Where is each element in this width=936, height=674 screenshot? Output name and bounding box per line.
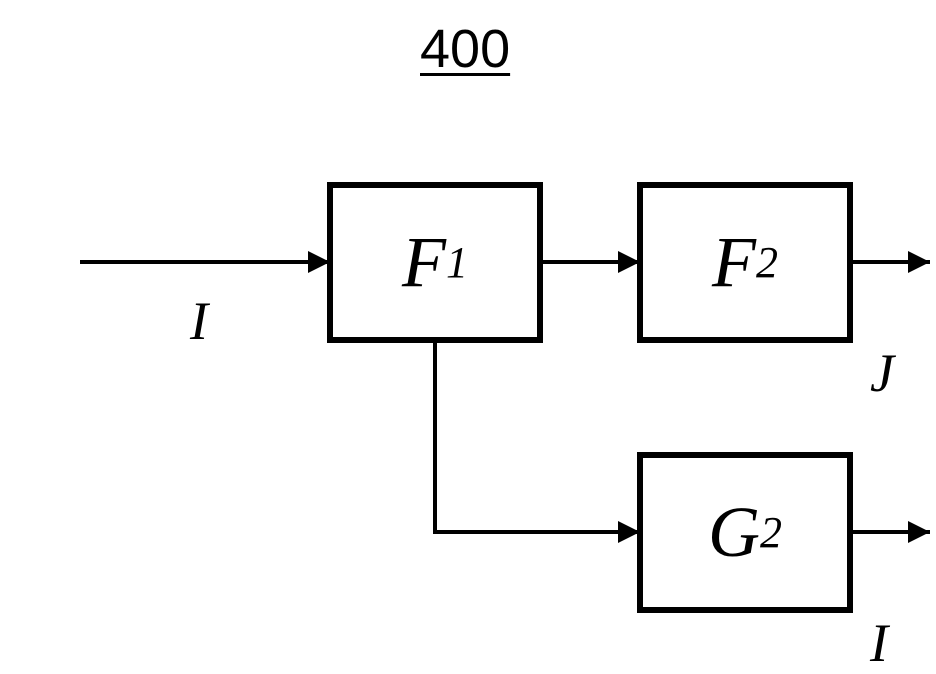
node-F1-sub: 1 bbox=[446, 237, 468, 288]
node-F2-sub: 2 bbox=[756, 237, 778, 288]
node-G2-sub: 2 bbox=[760, 507, 782, 558]
node-label-G2: G2 bbox=[640, 455, 850, 610]
input-label-I: I bbox=[190, 290, 208, 352]
figure-number: 400 bbox=[420, 18, 510, 80]
diagram-canvas: 400 I J I F1 F2 G2 bbox=[0, 0, 936, 663]
node-F1-main: F bbox=[402, 221, 446, 304]
node-label-F2: F2 bbox=[640, 185, 850, 340]
node-label-F1: F1 bbox=[330, 185, 540, 340]
node-G2-main: G bbox=[708, 491, 760, 574]
node-F2-main: F bbox=[712, 221, 756, 304]
output-label-J: J bbox=[870, 342, 894, 404]
output-label-I: I bbox=[870, 612, 888, 674]
